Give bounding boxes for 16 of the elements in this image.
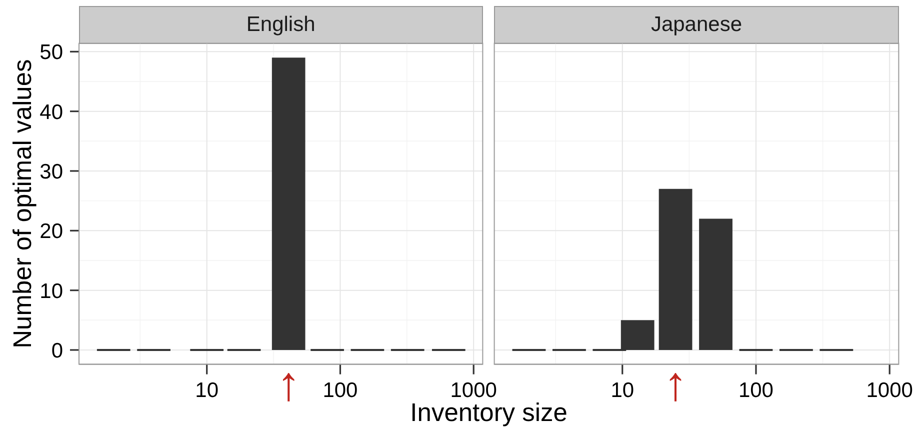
y-tick-label: 10 bbox=[40, 280, 63, 303]
annotation: ↑ bbox=[664, 358, 688, 411]
x-tick-label: 100 bbox=[322, 379, 358, 402]
x-tick-label: 10 bbox=[610, 379, 634, 402]
chart-title: English bbox=[246, 12, 316, 37]
annotation: ↑ bbox=[276, 358, 301, 411]
y-tick-label: 40 bbox=[40, 100, 63, 124]
chart-title: Japanese bbox=[650, 12, 742, 37]
y-tick-label: 50 bbox=[40, 41, 63, 64]
y-tick-label: 30 bbox=[40, 160, 63, 184]
x-tick-label: 1000 bbox=[866, 379, 913, 402]
y-axis-title: Number of optimal values bbox=[9, 59, 37, 348]
x-tick-label: 10 bbox=[195, 379, 219, 402]
x-tick-label: 100 bbox=[738, 379, 774, 402]
y-tick-label: 20 bbox=[40, 220, 63, 244]
y-tick-label: 0 bbox=[51, 339, 63, 362]
